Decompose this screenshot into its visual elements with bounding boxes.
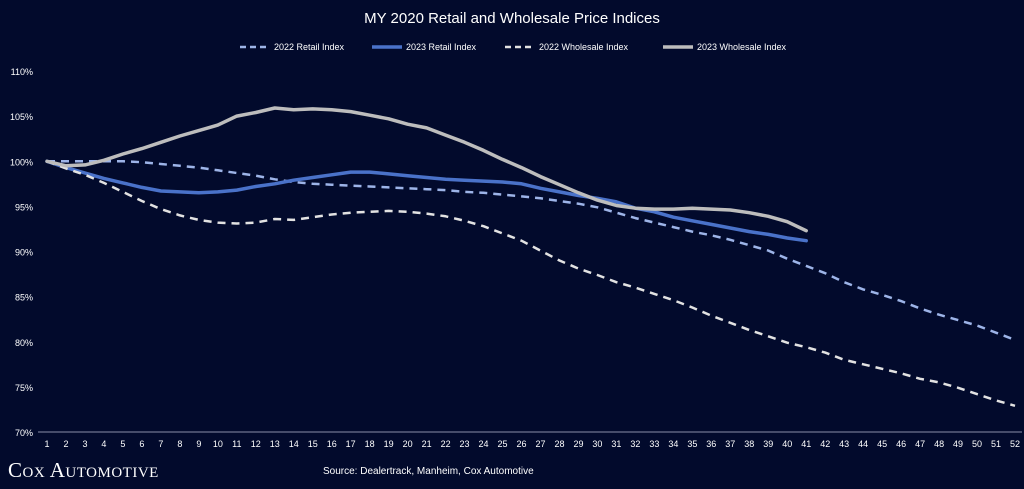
x-tick-label: 43 — [839, 439, 849, 449]
x-tick-label: 13 — [270, 439, 280, 449]
y-tick-label: 70% — [15, 428, 33, 438]
series-line-2023-wholesale-index — [45, 106, 808, 233]
series-line-2023-retail-index — [45, 159, 808, 243]
y-tick-label: 110% — [11, 67, 33, 77]
x-tick-label: 16 — [327, 439, 337, 449]
x-tick-label: 21 — [422, 439, 432, 449]
x-tick-label: 6 — [139, 439, 144, 449]
x-tick-label: 46 — [896, 439, 906, 449]
x-tick-label: 27 — [535, 439, 545, 449]
x-tick-label: 49 — [953, 439, 963, 449]
chart-title: MY 2020 Retail and Wholesale Price Indic… — [364, 10, 660, 27]
x-tick-label: 11 — [232, 439, 241, 449]
x-tick-label: 32 — [630, 439, 640, 449]
x-tick-label: 22 — [441, 439, 451, 449]
x-tick-label: 38 — [744, 439, 754, 449]
x-tick-label: 42 — [820, 439, 830, 449]
x-tick-label: 20 — [403, 439, 413, 449]
y-tick-label: 75% — [15, 383, 33, 393]
legend-label: 2023 Wholesale Index — [697, 42, 787, 52]
x-tick-label: 19 — [384, 439, 394, 449]
x-tick-label: 3 — [82, 439, 87, 449]
x-tick-label: 2 — [63, 439, 68, 449]
x-tick-label: 41 — [801, 439, 811, 449]
series-line-2022-wholesale-index — [46, 160, 1016, 408]
x-tick-label: 14 — [289, 439, 299, 449]
y-tick-label: 90% — [15, 248, 33, 258]
x-tick-label: 35 — [687, 439, 697, 449]
x-tick-label: 44 — [858, 439, 868, 449]
x-tick-label: 10 — [213, 439, 223, 449]
x-tick-label: 5 — [120, 439, 125, 449]
legend-label: 2022 Retail Index — [274, 42, 345, 52]
cox-automotive-logo: Cox Automotive — [8, 458, 159, 482]
x-tick-label: 48 — [934, 439, 944, 449]
x-tick-label: 33 — [649, 439, 659, 449]
x-tick-label: 51 — [991, 439, 1001, 449]
y-tick-label: 85% — [15, 293, 33, 303]
x-tick-label: 30 — [592, 439, 602, 449]
legend-label: 2022 Wholesale Index — [539, 42, 629, 52]
y-tick-label: 95% — [15, 202, 33, 212]
series-line-2022-retail-index — [47, 160, 1016, 342]
x-tick-label: 52 — [1010, 439, 1020, 449]
legend-label: 2023 Retail Index — [406, 42, 477, 52]
x-tick-label: 18 — [365, 439, 375, 449]
x-tick-label: 31 — [611, 439, 621, 449]
x-tick-label: 23 — [460, 439, 470, 449]
x-tick-label: 26 — [517, 439, 527, 449]
x-tick-label: 25 — [498, 439, 508, 449]
y-tick-label: 105% — [10, 112, 33, 122]
x-tick-label: 34 — [668, 439, 678, 449]
x-tick-label: 12 — [251, 439, 261, 449]
y-tick-label: 100% — [10, 157, 33, 167]
x-tick-label: 1 — [44, 439, 49, 449]
x-tick-label: 28 — [554, 439, 564, 449]
x-tick-label: 29 — [573, 439, 583, 449]
x-tick-label: 17 — [346, 439, 356, 449]
x-tick-label: 37 — [725, 439, 735, 449]
x-tick-label: 15 — [308, 439, 318, 449]
x-tick-label: 4 — [101, 439, 106, 449]
x-tick-label: 40 — [782, 439, 792, 449]
x-tick-label: 47 — [915, 439, 925, 449]
y-tick-label: 80% — [15, 338, 33, 348]
x-tick-label: 50 — [972, 439, 982, 449]
x-tick-label: 39 — [763, 439, 773, 449]
x-tick-label: 45 — [877, 439, 887, 449]
x-tick-label: 8 — [177, 439, 182, 449]
x-tick-label: 7 — [158, 439, 163, 449]
x-tick-label: 36 — [706, 439, 716, 449]
source-note: Source: Dealertrack, Manheim, Cox Automo… — [323, 466, 534, 477]
x-tick-label: 9 — [196, 439, 201, 449]
x-tick-label: 24 — [479, 439, 489, 449]
